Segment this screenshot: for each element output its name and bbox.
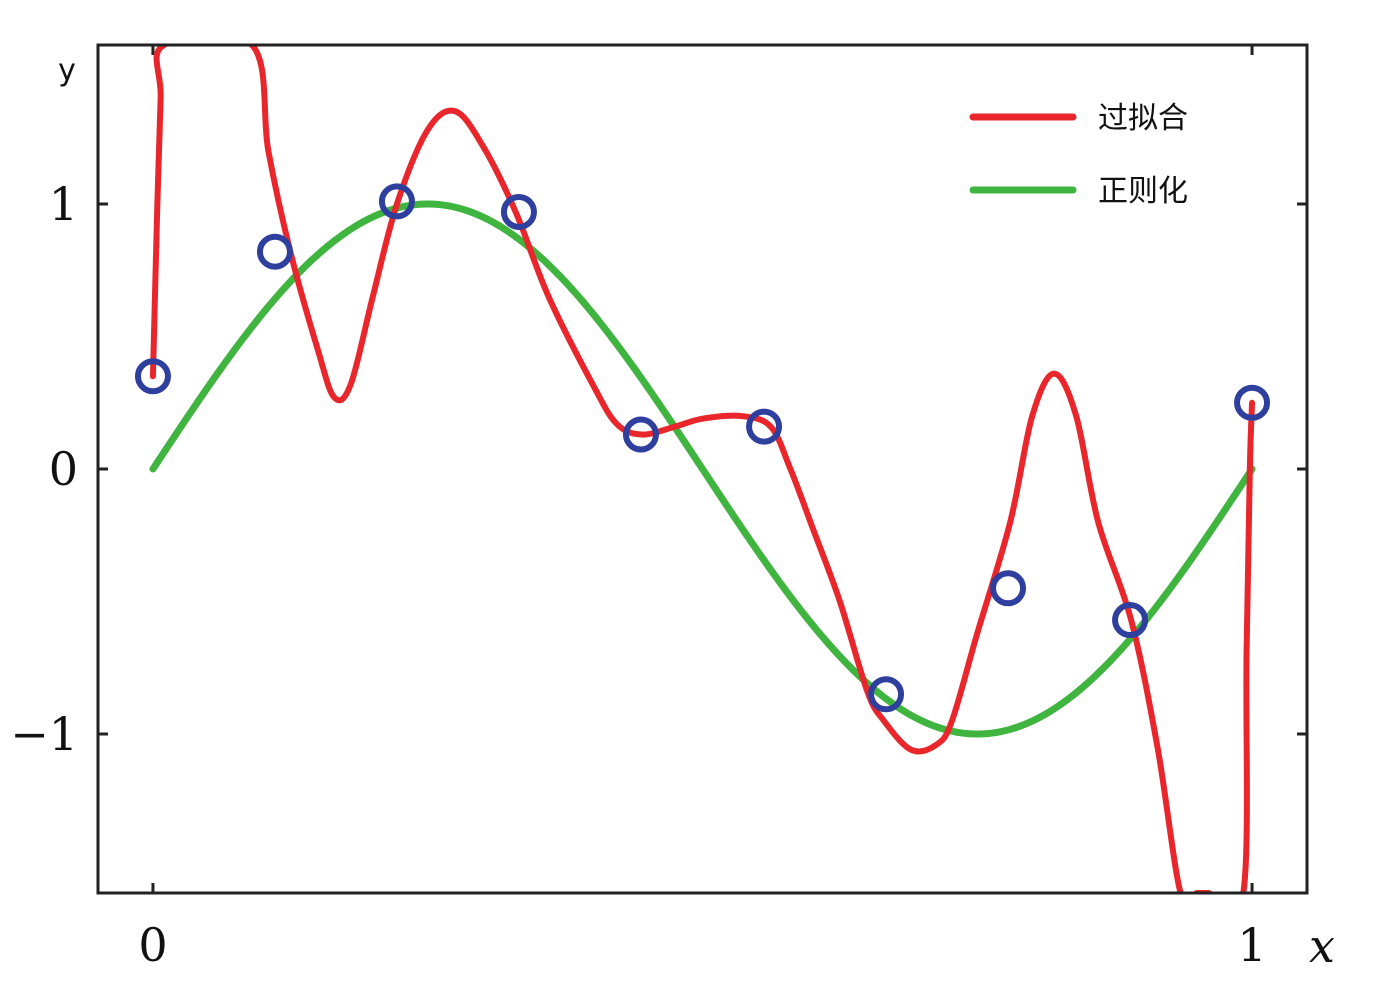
series-regularized-line <box>149 200 1256 738</box>
y-tick-label: 1 <box>49 177 78 231</box>
x-tick-label: 0 <box>138 918 167 972</box>
data-point <box>746 408 783 445</box>
data-point <box>1234 384 1271 421</box>
tick-marks <box>98 45 1307 893</box>
series-overfit-line <box>149 45 1256 893</box>
series-layer <box>149 45 1256 893</box>
data-point <box>134 358 171 395</box>
data-points <box>134 183 1271 713</box>
x-tick-label: 1 <box>1237 918 1266 972</box>
plot-frame <box>96 43 1309 895</box>
tick-labels: −1 0 1 0 1 <box>10 177 1266 972</box>
x-axis-label: x <box>1309 919 1335 973</box>
data-point <box>500 193 537 230</box>
data-point <box>868 676 905 713</box>
data-point <box>378 183 415 220</box>
y-tick-label: 0 <box>49 442 78 496</box>
y-axis-label: y <box>58 53 76 88</box>
data-point <box>622 416 659 453</box>
legend-label: 正则化 <box>1098 174 1188 209</box>
data-point <box>256 233 293 270</box>
data-point <box>1112 602 1149 639</box>
y-tick-label: −1 <box>10 707 78 761</box>
legend-label: 过拟合 <box>1098 101 1188 136</box>
data-point <box>990 570 1027 607</box>
